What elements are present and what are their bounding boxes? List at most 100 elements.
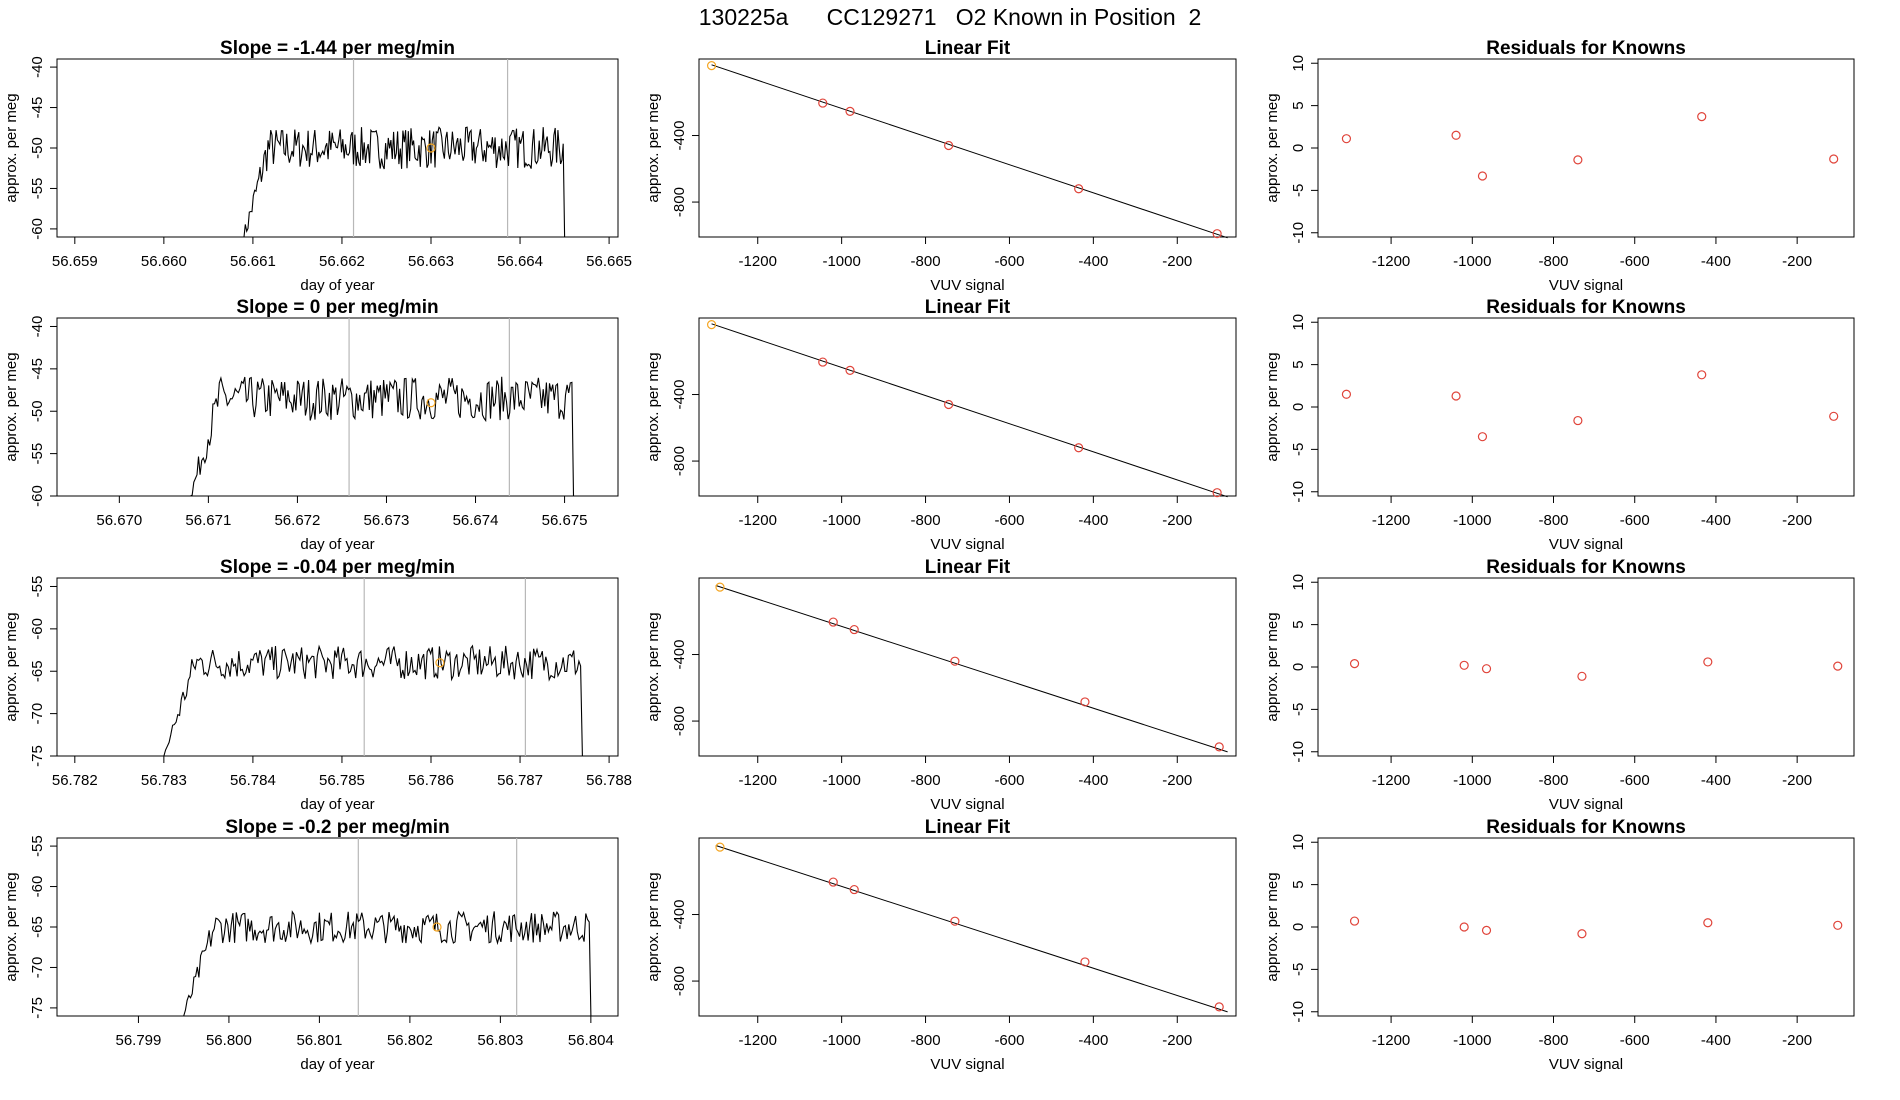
data-point	[828, 617, 838, 627]
x-tick-label: -200	[1782, 512, 1812, 529]
x-tick-label: -800	[1538, 512, 1568, 529]
signal-trace	[57, 910, 618, 1017]
x-tick-label: -800	[1538, 1032, 1568, 1049]
x-tick-label: -200	[1782, 1032, 1812, 1049]
y-axis-label: approx. per meg	[1264, 872, 1281, 981]
x-tick-label: 56.786	[408, 772, 454, 789]
y-axis-label: approx. per meg	[645, 93, 662, 202]
y-tick-label: -50	[29, 400, 46, 422]
data-point	[849, 624, 859, 635]
data-point	[828, 877, 838, 887]
x-axis-label: VUV signal	[930, 796, 1004, 813]
x-tick-label: 56.660	[141, 253, 187, 270]
data-point	[1212, 488, 1222, 498]
y-tick-label: -55	[29, 178, 46, 200]
y-tick-label: -40	[29, 316, 46, 338]
y-tick-label: 0	[1290, 923, 1307, 931]
panel-0-2	[1311, 58, 1855, 244]
data-point	[1341, 134, 1352, 144]
x-tick-label: -1200	[1372, 772, 1410, 789]
signal-trace	[57, 376, 618, 497]
plot-title: Residuals for Knowns	[1486, 557, 1686, 578]
data-point	[1477, 432, 1488, 442]
y-tick-label: 0	[1290, 144, 1307, 152]
data-point	[1080, 957, 1090, 967]
y-tick-label: 10	[1290, 834, 1307, 851]
data-point	[1577, 929, 1587, 939]
plot-title: Linear Fit	[925, 297, 1011, 318]
panel-0-0	[50, 58, 619, 244]
data-point	[1481, 925, 1492, 935]
data-point	[950, 656, 960, 666]
y-tick-label: -55	[29, 576, 46, 598]
plot-title: Slope = -0.04 per meg/min	[220, 557, 455, 578]
y-axis-label: approx. per meg	[1264, 352, 1281, 461]
panel-2-1	[692, 577, 1237, 763]
data-point	[818, 98, 828, 108]
x-axis-label: day of year	[300, 1056, 374, 1073]
x-tick-label: -400	[1701, 512, 1731, 529]
x-tick-label: -1000	[1453, 253, 1491, 270]
panel-1-0	[50, 317, 619, 503]
x-tick-label: 56.804	[568, 1032, 614, 1049]
data-point	[845, 106, 855, 117]
y-tick-label: -70	[29, 703, 46, 725]
page-title: 130225a CC129271 O2 Known in Position 2	[698, 4, 1202, 30]
y-tick-label: -65	[29, 916, 46, 938]
data-point	[1459, 922, 1469, 932]
x-tick-label: 56.672	[274, 512, 320, 529]
data-point	[1573, 155, 1583, 165]
y-tick-label: -5	[1290, 703, 1307, 716]
x-tick-label: 56.675	[542, 512, 588, 529]
x-tick-label: -1000	[1453, 512, 1491, 529]
y-tick-label: 10	[1290, 314, 1307, 331]
x-tick-label: -600	[1620, 253, 1650, 270]
y-tick-label: -800	[671, 966, 688, 996]
plot-frame	[1317, 837, 1855, 1017]
y-tick-label: 10	[1290, 574, 1307, 591]
y-tick-label: -60	[29, 485, 46, 507]
y-tick-label: 10	[1290, 55, 1307, 72]
mean-marker	[432, 922, 442, 932]
x-tick-label: -400	[1078, 512, 1108, 529]
y-axis-label: approx. per meg	[645, 352, 662, 461]
x-axis-label: VUV signal	[1549, 536, 1623, 553]
x-tick-label: 56.799	[115, 1032, 161, 1049]
plot-title: Residuals for Knowns	[1486, 297, 1686, 318]
x-axis-label: VUV signal	[930, 1056, 1004, 1073]
y-tick-label: -800	[671, 446, 688, 476]
data-point	[1214, 1002, 1224, 1012]
plot-frame	[1317, 577, 1855, 757]
y-tick-label: -70	[29, 957, 46, 979]
y-tick-label: -10	[1290, 1001, 1307, 1023]
data-point	[1697, 112, 1707, 122]
panel-0-1	[692, 58, 1237, 244]
x-tick-label: -600	[1620, 772, 1650, 789]
y-tick-label: 5	[1290, 620, 1307, 628]
data-point	[1341, 389, 1352, 399]
x-tick-label: -200	[1162, 1032, 1192, 1049]
y-tick-label: -5	[1290, 184, 1307, 197]
data-point	[1833, 661, 1843, 671]
x-tick-label: 56.664	[497, 253, 543, 270]
x-tick-label: 56.674	[453, 512, 499, 529]
data-point	[849, 884, 859, 895]
y-tick-label: -400	[671, 900, 688, 930]
data-point	[950, 916, 960, 926]
x-tick-label: -400	[1701, 1032, 1731, 1049]
data-point	[715, 842, 725, 852]
x-tick-label: -1000	[822, 253, 860, 270]
plot-title: Linear Fit	[925, 817, 1011, 838]
panel-2-0	[50, 577, 619, 763]
y-tick-label: -50	[29, 137, 46, 159]
y-tick-label: -60	[29, 218, 46, 240]
x-axis-label: VUV signal	[930, 536, 1004, 553]
y-tick-label: -60	[29, 876, 46, 898]
x-tick-label: -600	[994, 253, 1024, 270]
data-point	[1481, 664, 1492, 674]
y-tick-label: -45	[29, 97, 46, 119]
plot-title: Linear Fit	[925, 38, 1011, 59]
x-tick-label: -400	[1078, 772, 1108, 789]
fit-line	[715, 845, 1228, 1013]
x-tick-label: 56.673	[364, 512, 410, 529]
